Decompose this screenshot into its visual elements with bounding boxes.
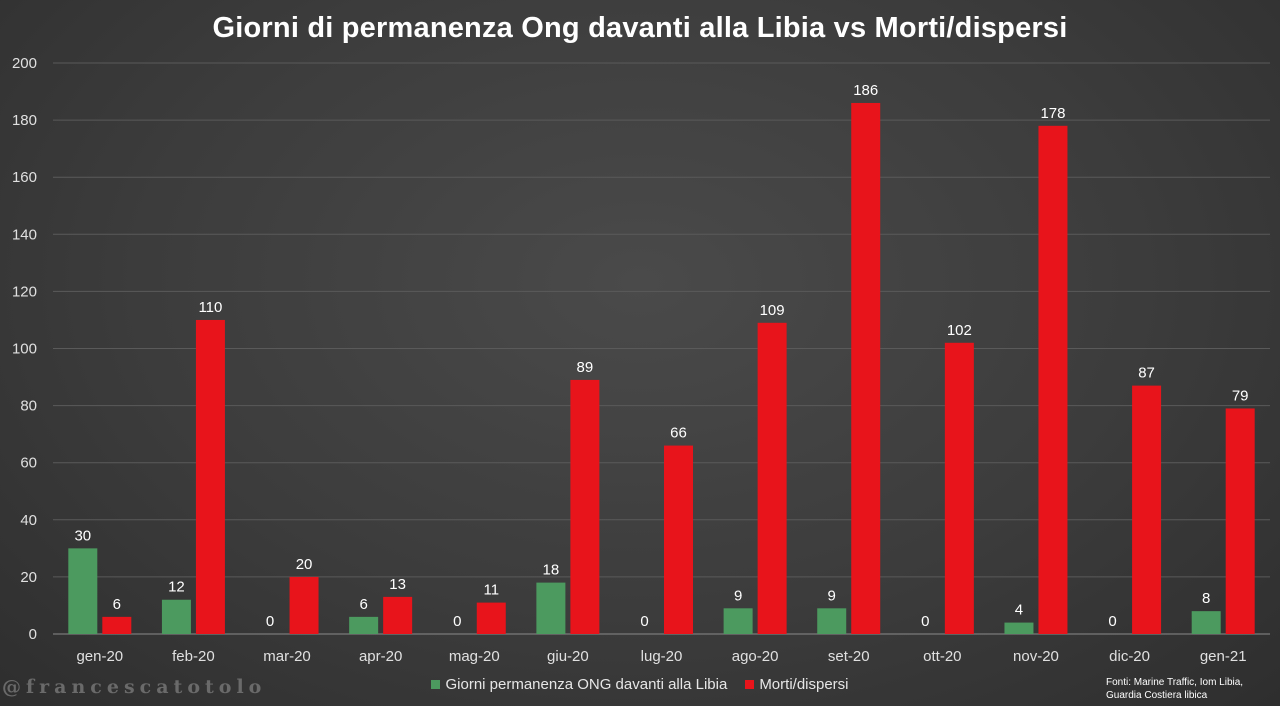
data-label-ong-days: 0 [453,613,461,630]
x-tick-label: giu-20 [547,648,589,665]
data-label-deaths: 89 [577,359,594,376]
bar-deaths [944,342,974,634]
x-tick-label: gen-20 [76,648,123,665]
bar-ong-days [1004,622,1034,634]
source-note-line-1: Fonti: Marine Traffic, Iom Libia, [1106,677,1244,688]
data-label-ong-days: 9 [828,587,836,604]
y-axis: 0 20 40 60 80 100 120 140 160 180 200 [12,55,37,643]
legend-label-deaths: Morti/dispersi [759,676,849,693]
data-label-deaths: 109 [760,302,785,319]
data-label-ong-days: 4 [1015,602,1023,619]
y-tick-label: 40 [20,512,37,529]
y-tick-label: 200 [12,55,37,72]
bars [68,102,1255,635]
y-tick-label: 180 [12,112,37,129]
data-label-ong-days: 30 [74,527,91,544]
legend: Giorni permanenza ONG davanti alla Libia… [0,676,1280,693]
data-label-deaths: 87 [1138,365,1155,382]
x-tick-label: mar-20 [263,648,311,665]
data-label-ong-days: 18 [543,562,560,579]
bar-deaths [851,102,881,635]
bar-deaths [1225,408,1255,634]
x-tick-label: mag-20 [449,648,500,665]
data-label-deaths: 79 [1232,387,1249,404]
x-tick-label: dic-20 [1109,648,1150,665]
data-label-ong-days: 12 [168,579,185,596]
y-tick-label: 20 [20,569,37,586]
bar-ong-days [68,548,98,634]
data-label-deaths: 6 [113,596,121,613]
y-tick-label: 60 [20,455,37,472]
data-label-ong-days: 8 [1202,590,1210,607]
x-tick-label: nov-20 [1013,648,1059,665]
x-tick-label: lug-20 [641,648,683,665]
data-label-deaths: 110 [198,299,222,316]
bar-ong-days [536,582,566,634]
chart-title: Giorni di permanenza Ong davanti alla Li… [212,12,1068,44]
x-tick-label: apr-20 [359,648,402,665]
x-axis: gen-20 feb-20 mar-20 apr-20 mag-20 giu-20 lug-… [76,648,1246,665]
x-tick-label: set-20 [828,648,870,665]
x-tick-label: feb-20 [172,648,215,665]
bar-ong-days [817,608,847,634]
legend-label-ong: Giorni permanenza ONG davanti alla Libia [445,676,728,693]
x-tick-label: ago-20 [732,648,779,665]
y-tick-label: 0 [29,626,37,643]
bar-deaths [570,379,600,634]
bar-ong-days [161,599,191,634]
data-label-deaths: 186 [853,82,878,99]
data-label-deaths: 178 [1040,105,1065,122]
y-tick-label: 160 [12,169,37,186]
legend-swatch-ong [431,680,441,689]
y-tick-label: 80 [20,398,37,415]
data-label-deaths: 66 [670,425,687,442]
bar-deaths [664,445,693,634]
bar-deaths [195,319,225,634]
x-tick-label: gen-21 [1200,648,1247,665]
data-label-ong-days: 0 [640,613,648,630]
bar-ong-days [723,608,753,634]
bar-ong-days [349,616,379,634]
data-label-deaths: 102 [947,322,972,339]
legend-swatch-deaths [745,680,755,689]
data-label-ong-days: 9 [734,587,742,604]
data-label-ong-days: 0 [1108,613,1116,630]
bar-deaths [757,322,787,634]
legend-item-ong: Giorni permanenza ONG davanti alla Libia [431,676,727,693]
source-note: Fonti: Marine Traffic, Iom Libia, Guardi… [1106,676,1276,702]
data-label-ong-days: 0 [266,613,274,630]
y-tick-label: 120 [12,283,37,300]
bar-ong-days [1191,611,1221,634]
legend-item-deaths: Morti/dispersi [745,676,849,693]
data-label-ong-days: 0 [921,613,929,630]
gridlines [53,62,1270,635]
bar-deaths [102,616,132,634]
bar-deaths [1038,125,1068,634]
data-labels: 30 6 12 110 0 20 6 13 0 11 18 89 0 66 9 109 9 186 0 102 4 178… [74,82,1248,630]
author-watermark: @francescatotolo [2,676,267,698]
data-label-deaths: 20 [296,556,313,573]
data-label-deaths: 11 [483,582,499,599]
y-tick-label: 100 [12,341,37,358]
data-label-deaths: 13 [389,576,406,593]
bar-deaths [383,596,413,634]
x-tick-label: ott-20 [923,648,961,665]
bar-deaths [476,602,506,634]
bar-deaths [289,576,319,634]
data-label-ong-days: 6 [359,596,367,613]
y-tick-label: 140 [12,226,37,243]
bar-deaths [1132,385,1162,634]
source-note-line-2: Guardia Costiera libica [1106,690,1208,701]
